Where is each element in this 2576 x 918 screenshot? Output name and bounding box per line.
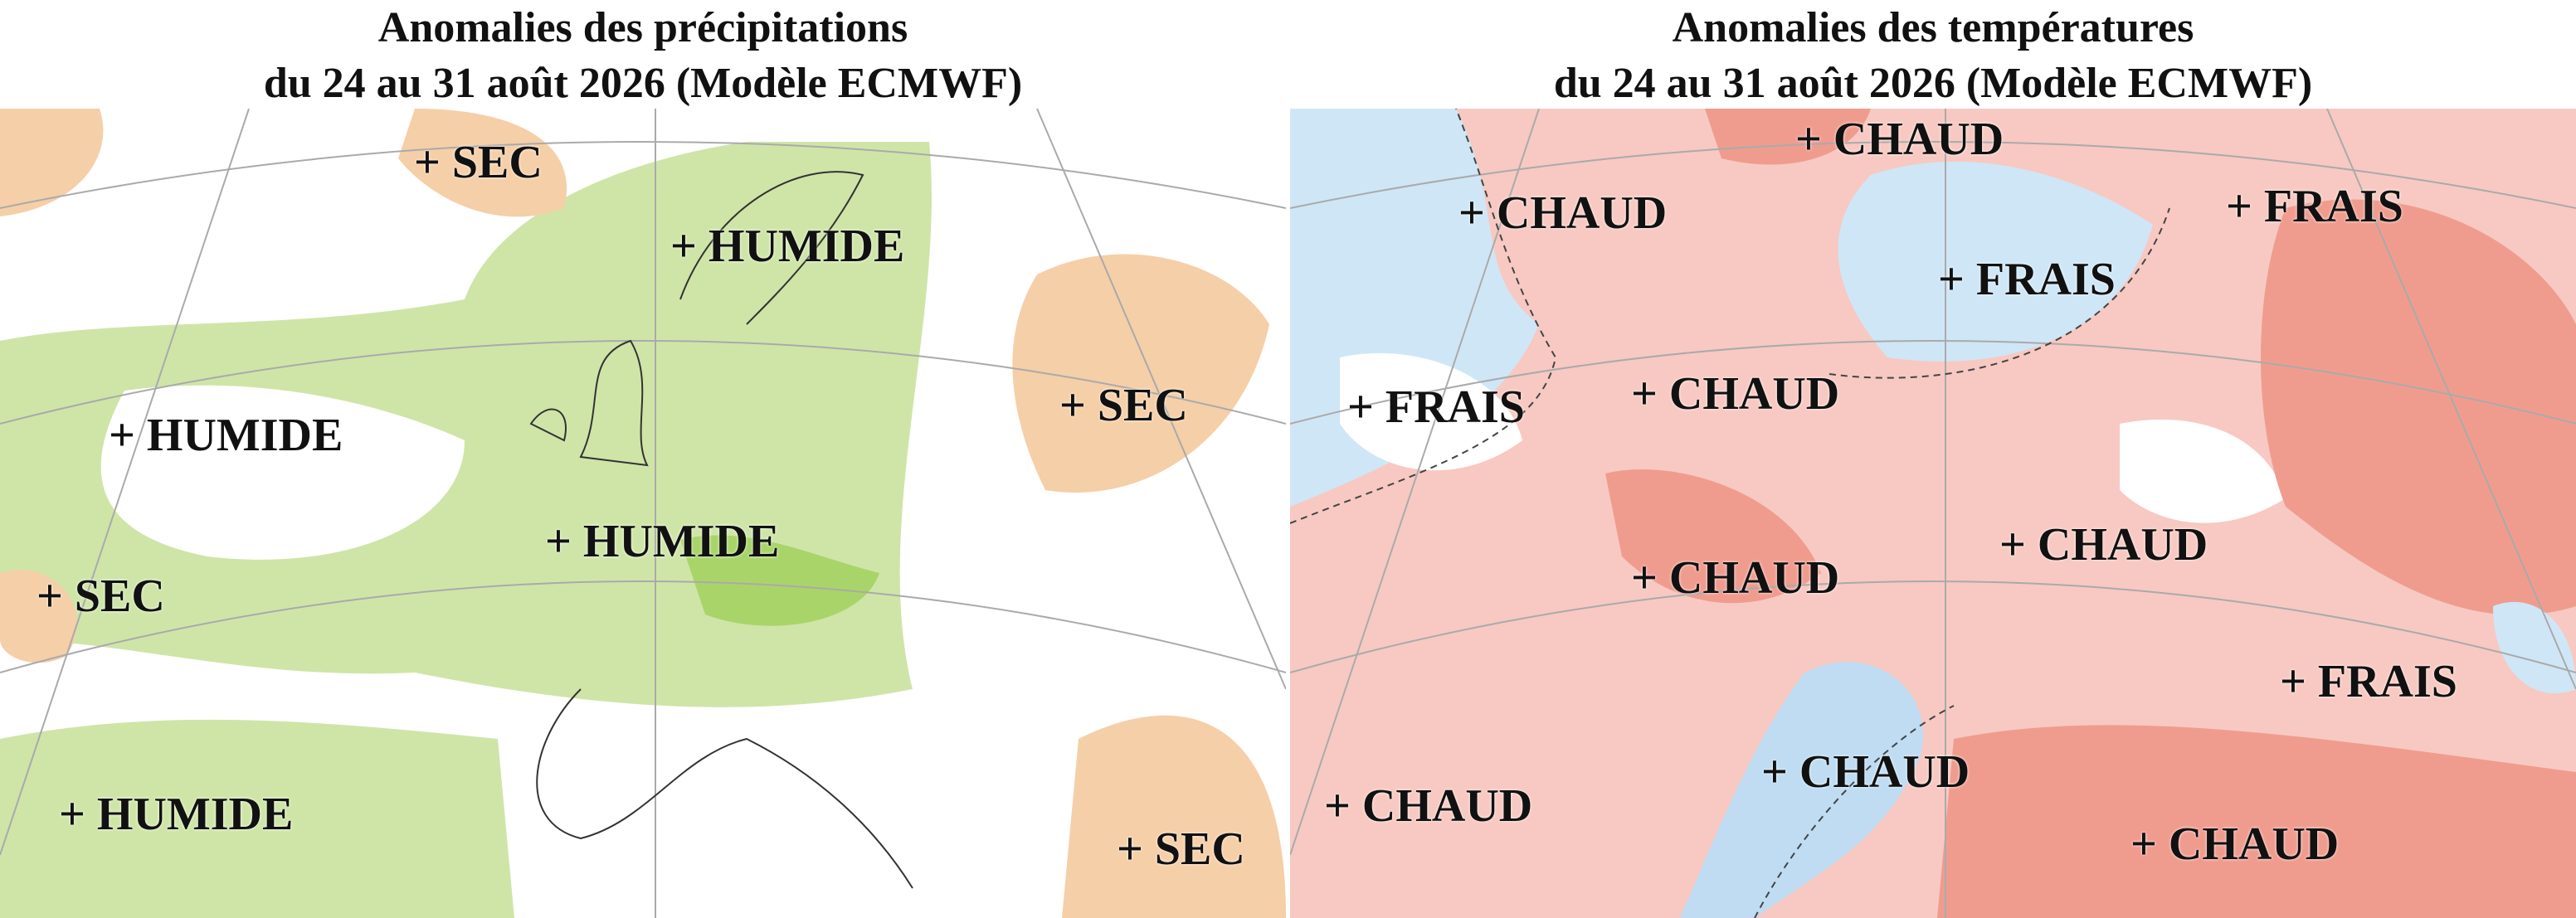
map-label: + CHAUD (1761, 746, 1970, 798)
map-label: + HUMIDE (670, 221, 905, 272)
title-line: du 24 au 31 août 2026 (Modèle ECMWF) (1553, 60, 2313, 107)
panel-title: Anomalies des températures du 24 au 31 a… (1290, 0, 2576, 111)
map-label: + CHAUD (1458, 187, 1668, 239)
panel-title: Anomalies des précipitations du 24 au 31… (0, 0, 1286, 111)
map-label: + CHAUD (1999, 519, 2208, 571)
map-graphic (0, 109, 1286, 918)
map-label: + SEC (37, 571, 165, 622)
title-line: Anomalies des températures (1672, 4, 2194, 51)
map-label: + CHAUD (1631, 368, 1840, 420)
map-label: + SEC (1059, 380, 1188, 431)
precipitation-map: + SEC + HUMIDE + HUMIDE + SEC + HUMIDE +… (0, 109, 1286, 918)
map-label: + SEC (1117, 823, 1245, 875)
title-line: du 24 au 31 août 2026 (Modèle ECMWF) (263, 60, 1023, 107)
map-label: + HUMIDE (109, 410, 343, 461)
map-label: + FRAIS (1938, 254, 2116, 305)
map-label: + CHAUD (2130, 818, 2340, 870)
map-graphic (1290, 109, 2576, 918)
map-label: + FRAIS (1347, 381, 1525, 433)
map-label: + FRAIS (2280, 656, 2457, 707)
map-label: + CHAUD (1795, 114, 2004, 165)
map-label: + CHAUD (1324, 780, 1533, 832)
map-label: + CHAUD (1631, 552, 1840, 604)
map-label: + HUMIDE (545, 516, 780, 567)
temperature-map: + CHAUD + CHAUD + FRAIS + FRAIS + FRAIS … (1290, 109, 2576, 918)
map-label: + SEC (414, 137, 543, 188)
map-label: + FRAIS (2226, 181, 2403, 232)
map-label: + HUMIDE (59, 789, 294, 840)
title-line: Anomalies des précipitations (377, 4, 908, 51)
